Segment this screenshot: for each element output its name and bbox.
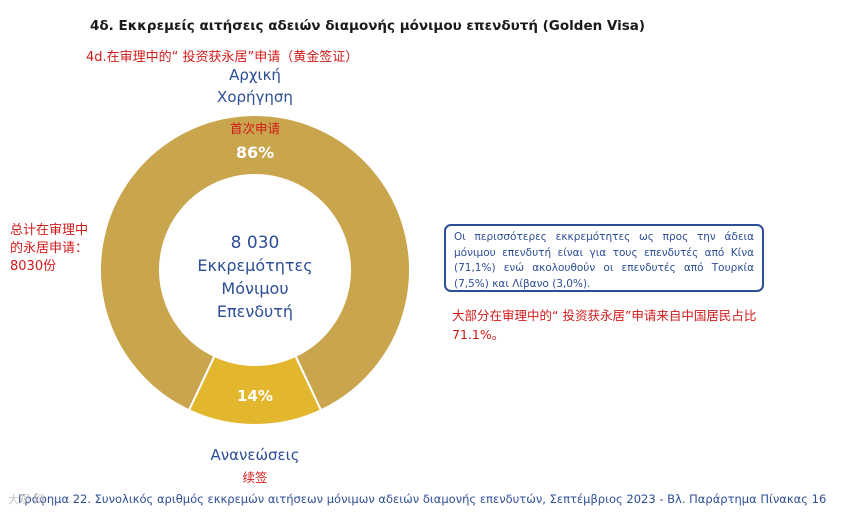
page-title: 4δ. Εκκρεμείς αιτήσεις αδειών διαμονής μ… [90,18,646,34]
watermark: 大观 网 [8,493,45,506]
donut-slice-2 [187,354,323,426]
value-label: 14% [237,387,273,405]
left-note-line: 的永居申请： [10,241,89,256]
center-label-line: 8 030 [231,233,280,253]
left-note-cn: 总计在审理中 的永居申请： 8030份 [10,222,88,276]
category-label-cn: 首次申请 [230,121,280,136]
value-label: 86% [236,143,274,162]
left-note-line: 总计在审理中 [10,223,89,238]
center-label-line: Επενδυτή [217,302,293,321]
donut-slice-1 [99,114,411,412]
figure-caption: Γράφημα 22. Συνολικός αριθμός εκκρεμών α… [18,492,827,506]
category-label: Αρχική [229,66,281,84]
chinese-subtitle: 4d.在审理中的“ 投资获永居”申请（黄金签证） [86,50,359,65]
category-label: Ανανεώσεις [210,446,299,464]
left-note-line: 8030份 [10,259,57,274]
info-box-text: Οι περισσότερες εκκρεμότητες ως προς την… [454,231,754,290]
center-label-line: Μόνιμου [221,279,288,298]
category-label: Χορήγηση [217,88,293,106]
center-label-line: Εκκρεμότητες [197,256,312,275]
right-note-cn: 大部分在审理中的“ 投资获永居”申请来自中国居民占比71.1%。 [452,308,757,342]
chart-labels: Αρχική Χορήγηση 首次申请 86% 14% Ανανεώσεις 续签 8 03… [197,66,312,485]
info-callout-box: Οι περισσότερες εκκρεμότητες ως προς την… [444,224,764,292]
donut-slices [99,114,411,426]
category-label-cn: 续签 [242,470,268,485]
